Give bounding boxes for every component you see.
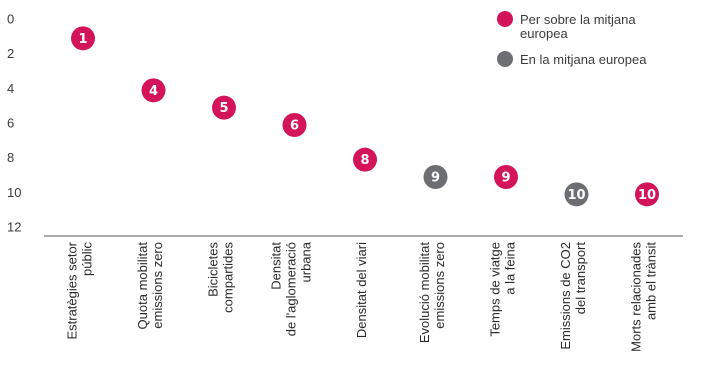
data-point-label: 6 — [290, 119, 299, 134]
y-tick-label: 0 — [7, 11, 14, 26]
category-label-line: Estratègies setor — [65, 241, 80, 339]
category-label-line: Quota mobilitat — [135, 242, 150, 330]
data-point-marker — [494, 165, 518, 189]
legend-label: Per sobre la mitjana — [520, 12, 636, 27]
data-point-label: 8 — [360, 153, 369, 168]
data-point-marker — [564, 182, 589, 207]
data-point-marker — [71, 26, 95, 51]
category-label-line: del transport — [573, 242, 588, 315]
data-point-label: 4 — [149, 84, 158, 99]
data-point-label: 1 — [78, 32, 87, 47]
data-point: 9 — [494, 165, 518, 189]
legend-item: En la mitjana europea — [497, 51, 647, 67]
data-point: 10 — [564, 182, 589, 207]
data-points: 1 4 5 6 8 9 9 10 10 — [71, 26, 659, 207]
category-label: Temps de viatge a la feina — [488, 241, 518, 336]
category-label-line: Bicicletes — [206, 242, 221, 297]
data-point-marker — [635, 182, 659, 207]
category-label: Morts relacionades amb el trànsit — [629, 242, 659, 352]
legend-label: europea — [520, 26, 568, 41]
legend-marker — [497, 51, 513, 67]
y-tick-label: 10 — [7, 185, 21, 200]
data-point-marker — [282, 113, 307, 137]
data-point-marker — [212, 95, 236, 120]
data-point: 10 — [635, 182, 659, 207]
category-label-line: Evolució mobilitat — [417, 242, 432, 344]
category-label-line: compartides — [221, 242, 236, 313]
y-tick-label: 6 — [7, 115, 14, 130]
category-label: Quota mobilitat emissions zero — [135, 242, 165, 330]
category-label-line: emissions zero — [150, 242, 165, 329]
data-point-label: 9 — [431, 171, 440, 186]
category-label-line: emissions zero — [432, 242, 447, 329]
data-point-label: 5 — [219, 101, 228, 116]
category-label-line: Morts relacionades — [629, 242, 644, 352]
data-point-marker — [353, 147, 377, 172]
category-label: Estratègies setor públic — [65, 241, 95, 339]
y-tick-label: 8 — [7, 150, 14, 165]
y-tick-label: 4 — [7, 81, 14, 96]
data-point: 4 — [141, 78, 166, 103]
y-tick-label: 2 — [7, 46, 14, 61]
data-point-marker — [423, 165, 448, 189]
category-label-line: amb el trànsit — [644, 242, 659, 320]
category-label-line: a la feina — [503, 241, 518, 295]
data-point-label: 10 — [567, 188, 585, 203]
category-label: Emissions de CO2 del transport — [558, 242, 588, 350]
data-point: 5 — [212, 95, 236, 120]
category-label: Densitat del viari — [354, 242, 369, 338]
y-axis-ticks: 0 2 4 6 8 10 12 — [7, 11, 21, 234]
category-label-line: Densitat del viari — [354, 242, 369, 338]
category-label-line: Densitat — [269, 242, 284, 290]
data-point: 8 — [353, 147, 377, 172]
category-label: Densitat de l'aglomeració urbana — [269, 241, 314, 336]
category-label: Evolució mobilitat emissions zero — [417, 242, 447, 344]
category-label-line: Temps de viatge — [488, 242, 503, 337]
data-point-label: 10 — [638, 188, 656, 203]
category-label-line: públic — [80, 242, 95, 276]
data-point: 6 — [282, 113, 307, 137]
data-point-label: 9 — [501, 171, 510, 186]
data-point: 1 — [71, 26, 95, 51]
category-label-line: Emissions de CO2 — [558, 242, 573, 350]
category-label: Bicicletes compartides — [206, 242, 236, 313]
data-point: 9 — [423, 165, 448, 189]
category-label-line: de l'aglomeració — [284, 242, 299, 336]
category-label-line: urbana — [299, 241, 314, 282]
legend-label: En la mitjana europea — [520, 52, 647, 67]
data-point-marker — [141, 78, 166, 103]
legend-marker — [497, 11, 513, 27]
y-tick-label: 12 — [7, 219, 21, 234]
x-axis-category-labels: Estratègies setor públic Quota mobilitat em… — [65, 241, 659, 352]
